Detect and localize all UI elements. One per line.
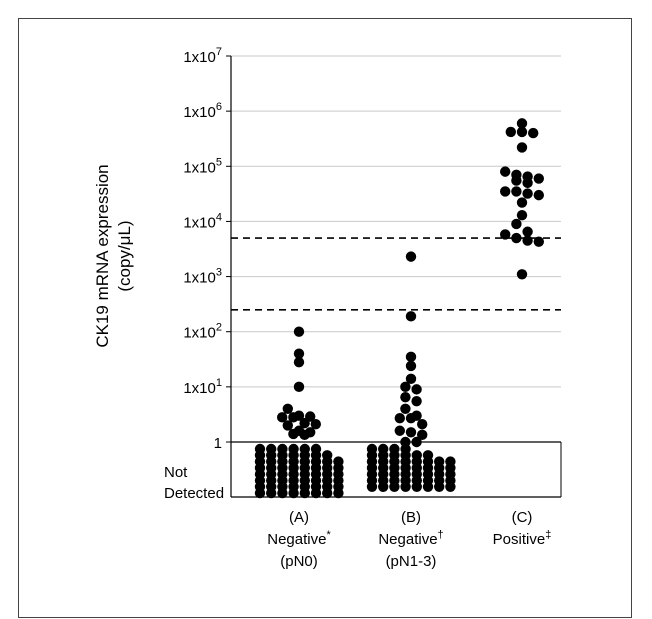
not-detected-point — [254, 487, 266, 499]
y-tick-label: 1x101 — [183, 377, 222, 397]
not-detected-point — [366, 481, 378, 492]
y-axis-title: CK19 mRNA expression (copy/μL) — [93, 164, 134, 347]
data-point — [394, 413, 405, 424]
data-point — [533, 236, 544, 247]
not-detected-point — [333, 487, 344, 499]
data-point — [293, 356, 305, 368]
not-detected-point — [266, 487, 277, 499]
data-point — [516, 269, 528, 280]
not-detected-point — [378, 481, 389, 492]
data-point — [299, 429, 310, 441]
data-point — [516, 126, 528, 138]
not-detected-label: Not — [164, 464, 188, 481]
data-point — [282, 403, 293, 415]
not-detected-point — [434, 481, 445, 492]
data-point — [522, 235, 533, 246]
not-detected-point — [389, 481, 400, 492]
data-point — [528, 127, 539, 139]
data-point — [293, 326, 305, 337]
category-name: Positive‡ — [493, 529, 552, 548]
data-point — [405, 360, 417, 372]
not-detected-point — [277, 487, 288, 499]
chart-frame: 1 1x101 1x102 1x103 1x104 1x105 1x106 1x107 Not D… — [18, 18, 632, 618]
y-tick-label: 1 — [214, 435, 222, 452]
data-point — [511, 175, 522, 186]
data-point — [310, 419, 321, 430]
not-detected-point — [411, 481, 422, 492]
not-detected-label: Detected — [164, 485, 224, 502]
data-point — [293, 348, 305, 359]
y-tick-label: 1x106 — [183, 101, 222, 121]
data-point — [394, 425, 405, 436]
data-point — [516, 209, 528, 221]
chart-plot: 1 1x101 1x102 1x103 1x104 1x105 1x106 1x107 Not D… — [93, 46, 562, 570]
data-point — [511, 232, 522, 244]
category-letter: (A) — [289, 509, 309, 526]
data-point — [277, 412, 288, 423]
data-point — [299, 417, 310, 429]
data-point — [417, 419, 428, 430]
category-sub: (pN0) — [280, 553, 318, 570]
data-point — [405, 351, 417, 363]
data-point — [500, 166, 511, 177]
data-point — [405, 311, 417, 322]
data-point — [417, 429, 428, 441]
not-detected-point — [445, 481, 456, 492]
data-point — [288, 412, 299, 423]
data-point — [522, 188, 533, 199]
data-point — [405, 373, 417, 384]
y-tick-label: 1x103 — [183, 267, 222, 287]
not-detected-point — [288, 487, 299, 499]
data-point — [405, 413, 417, 424]
y-tick-label: 1x102 — [183, 322, 222, 342]
data-point — [500, 229, 511, 240]
data-point — [400, 403, 411, 415]
data-point — [400, 381, 411, 393]
not-detected-point — [299, 487, 310, 499]
not-detected-point — [310, 487, 322, 499]
data-point — [500, 186, 511, 197]
category-letter: (B) — [401, 509, 421, 526]
data-point — [411, 436, 422, 448]
data-point — [533, 189, 544, 201]
data-point — [400, 391, 411, 403]
data-point — [516, 142, 528, 153]
category-name: Negative† — [378, 529, 443, 548]
data-point — [522, 226, 533, 237]
data-point — [516, 118, 528, 129]
not-detected-point — [322, 487, 333, 499]
data-point — [405, 427, 417, 438]
data-point — [511, 186, 522, 197]
data-point — [505, 126, 516, 138]
data-point — [522, 177, 533, 189]
data-point — [533, 173, 544, 184]
data-point — [511, 218, 522, 230]
y-tick-label: 1x104 — [183, 211, 222, 231]
data-point — [405, 251, 417, 262]
not-detected-point — [400, 481, 411, 492]
category-name: Negative* — [267, 529, 331, 548]
data-point — [516, 197, 528, 208]
data-point — [411, 395, 422, 407]
data-point — [282, 420, 293, 431]
y-tick-label: 1x107 — [183, 46, 222, 66]
category-sub: (pN1-3) — [386, 553, 437, 570]
data-point — [288, 428, 299, 440]
not-detected-point — [422, 481, 434, 492]
data-point — [293, 381, 305, 393]
category-letter: (C) — [512, 509, 533, 526]
data-point — [411, 384, 422, 395]
y-tick-label: 1x105 — [183, 156, 222, 176]
